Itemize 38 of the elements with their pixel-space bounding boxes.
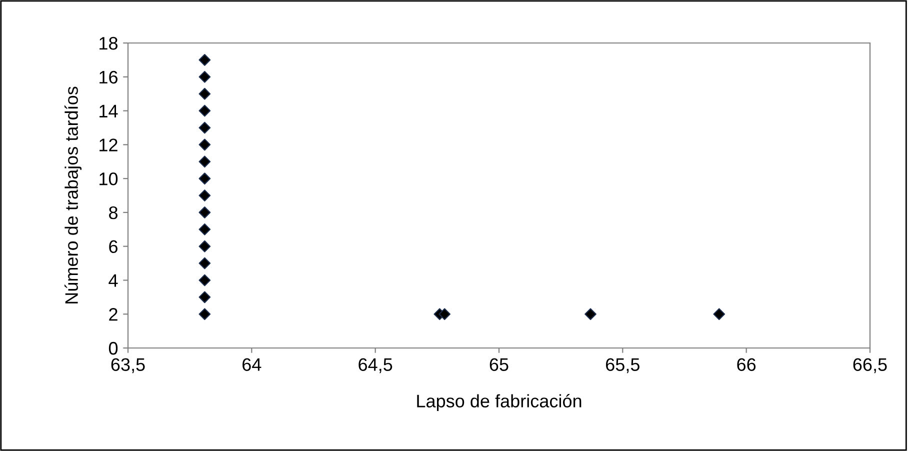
x-tick-label: 65,5 [606, 358, 640, 374]
point [584, 308, 596, 320]
point [198, 54, 211, 66]
y-tick-label: 10 [100, 172, 118, 186]
y-tick-label: 18 [100, 36, 118, 50]
x-tick-label: 64,5 [358, 358, 392, 374]
point [198, 190, 211, 202]
x-tick-label: 65 [490, 358, 508, 371]
point [198, 223, 211, 236]
y-axis-title: Número de trabajos tardíos [64, 86, 82, 304]
y-tick-label: 6 [109, 240, 118, 254]
point [198, 70, 211, 83]
y-tick-label: 8 [109, 206, 118, 220]
x-tick-label: 66 [737, 358, 756, 371]
point [198, 291, 211, 304]
point [198, 308, 211, 320]
point [198, 88, 211, 100]
y-tick-label: 16 [100, 70, 118, 84]
point [198, 104, 211, 117]
point [198, 138, 211, 151]
x-tick-label: 66,5 [853, 358, 887, 374]
x-tick-label: 64 [242, 358, 262, 371]
x-tick-label: 63,5 [111, 358, 145, 374]
y-tick-label: 4 [108, 274, 118, 287]
point [198, 274, 211, 286]
y-tick-label: 2 [109, 308, 118, 321]
point [198, 206, 211, 218]
point [713, 308, 726, 320]
point [438, 308, 451, 320]
x-axis-title: Lapso de fabricación [417, 394, 582, 412]
y-tick-label: 14 [100, 104, 118, 118]
point [198, 172, 211, 184]
point [198, 257, 211, 270]
point [198, 156, 211, 168]
point [198, 240, 211, 252]
y-tick-label: 12 [100, 138, 118, 152]
point [198, 122, 211, 134]
y-tick-label: 0 [108, 342, 118, 355]
